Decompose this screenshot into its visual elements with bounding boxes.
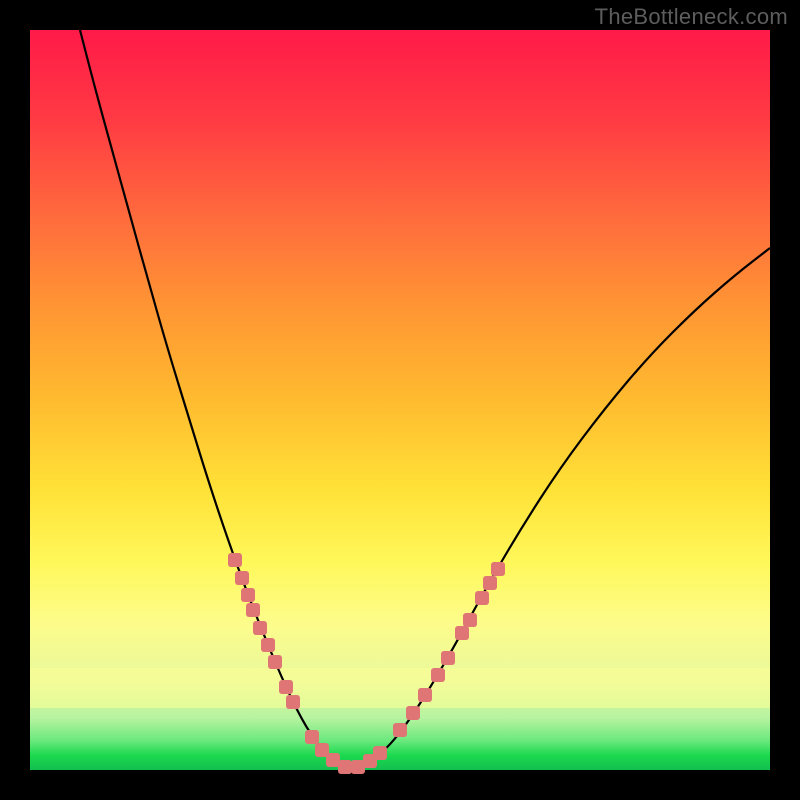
data-marker: [431, 668, 445, 682]
data-marker: [475, 591, 489, 605]
data-marker: [406, 706, 420, 720]
data-marker: [279, 680, 293, 694]
data-marker: [491, 562, 505, 576]
data-marker: [441, 651, 455, 665]
data-marker: [305, 730, 319, 744]
watermark-text: TheBottleneck.com: [595, 4, 788, 30]
data-marker: [253, 621, 267, 635]
curve-layer: [30, 30, 770, 770]
curve-left-branch: [80, 30, 350, 768]
data-marker: [246, 603, 260, 617]
data-marker: [393, 723, 407, 737]
data-marker: [228, 553, 242, 567]
chart-container: TheBottleneck.com: [0, 0, 800, 800]
data-marker: [235, 571, 249, 585]
data-marker: [483, 576, 497, 590]
curve-right-branch: [350, 248, 770, 768]
plot-area: [30, 30, 770, 770]
data-marker: [338, 760, 352, 774]
data-marker: [268, 655, 282, 669]
data-marker: [241, 588, 255, 602]
data-marker: [463, 613, 477, 627]
data-marker: [286, 695, 300, 709]
data-marker: [455, 626, 469, 640]
data-marker: [418, 688, 432, 702]
data-marker: [261, 638, 275, 652]
data-marker: [373, 746, 387, 760]
